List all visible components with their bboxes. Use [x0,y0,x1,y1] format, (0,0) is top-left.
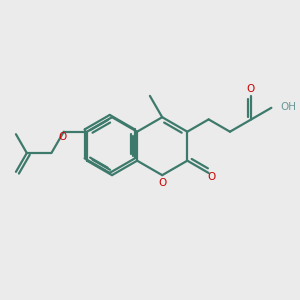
Text: O: O [59,132,67,142]
Text: O: O [158,178,166,188]
Text: O: O [208,172,216,182]
Text: OH: OH [280,102,296,112]
Text: O: O [246,84,255,94]
